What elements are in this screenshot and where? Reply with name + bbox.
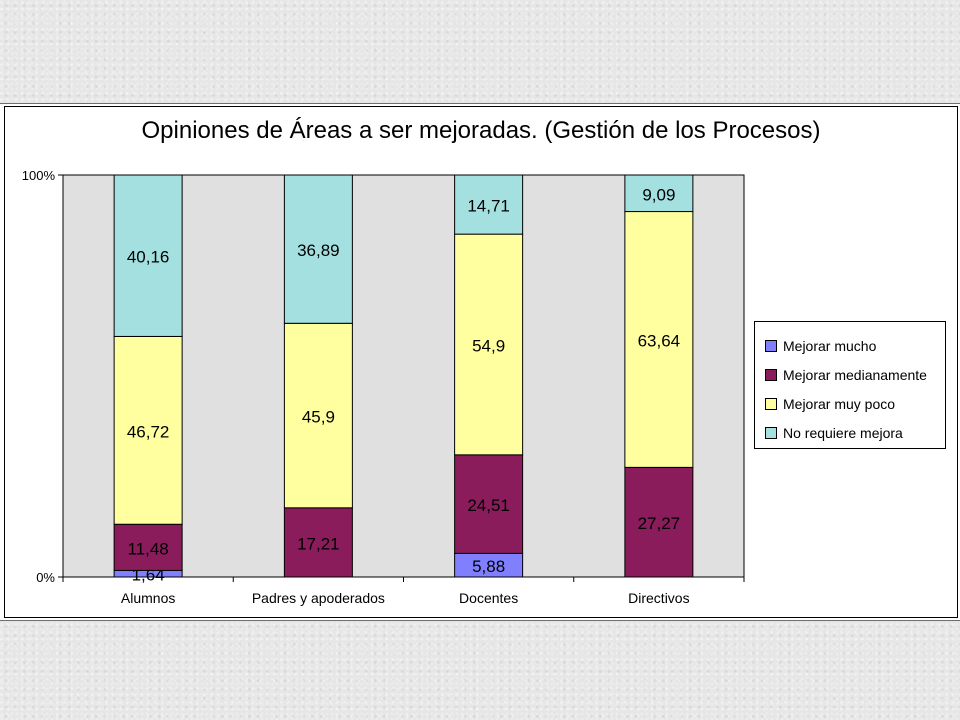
- x-tick-label: Docentes: [459, 590, 518, 606]
- legend: Mejorar mucho Mejorar medianamente Mejorar…: [754, 321, 946, 449]
- data-label: 46,72: [127, 422, 170, 441]
- legend-label: Mejorar mucho: [783, 337, 877, 354]
- x-tick-label: Alumnos: [121, 590, 175, 606]
- bar-segment: [624, 466, 694, 578]
- bar-segment: [454, 454, 524, 554]
- legend-label: Mejorar medianamente: [783, 366, 927, 383]
- legend-item: Mejorar mucho: [755, 331, 945, 360]
- y-tick-label: 100%: [22, 168, 56, 183]
- legend-swatch: [765, 426, 777, 439]
- data-label: 17,21: [297, 534, 340, 553]
- bars-group: 1,6411,4846,7240,16017,2145,936,895,8824…: [113, 174, 694, 585]
- data-label: 36,89: [297, 241, 340, 260]
- data-label: 5,88: [472, 557, 505, 576]
- x-tick-label: Directivos: [628, 590, 689, 606]
- y-tick-label: 0%: [36, 570, 55, 585]
- x-tick-label: Padres y apoderados: [252, 590, 385, 606]
- bar-segment: [113, 335, 183, 525]
- legend-label: No requiere mejora: [783, 424, 903, 441]
- data-label: 14,71: [467, 197, 510, 216]
- legend-swatch: [765, 339, 777, 352]
- legend-item: Mejorar muy poco: [755, 389, 945, 418]
- legend-label: Mejorar muy poco: [783, 395, 896, 412]
- data-label: 40,16: [127, 248, 170, 267]
- data-label: 45,9: [302, 408, 335, 427]
- legend-item: Mejorar medianamente: [755, 360, 945, 389]
- bar-segment: [283, 174, 353, 324]
- bar-segment: [624, 211, 694, 468]
- ticks-group: Alumnos Padres y apoderados Docentes Direct…: [22, 168, 745, 606]
- data-label: 9,09: [642, 185, 675, 204]
- bar-segment: [624, 174, 694, 213]
- bar-segment: [113, 174, 183, 337]
- chart-title: Opiniones de Áreas a ser mejoradas. (Ges…: [141, 117, 821, 144]
- legend-swatch: [765, 368, 777, 381]
- legend-swatch: [765, 397, 777, 410]
- bar-segment: [454, 174, 524, 235]
- data-label: 11,48: [127, 539, 168, 558]
- data-label: 54,9: [472, 336, 505, 355]
- bar-segment: [454, 233, 524, 456]
- data-label: 24,51: [467, 496, 510, 515]
- data-label: 27,27: [638, 514, 681, 533]
- legend-item: No requiere mejora: [755, 418, 945, 447]
- data-label: 63,64: [638, 331, 681, 350]
- bar-segment: [113, 523, 183, 571]
